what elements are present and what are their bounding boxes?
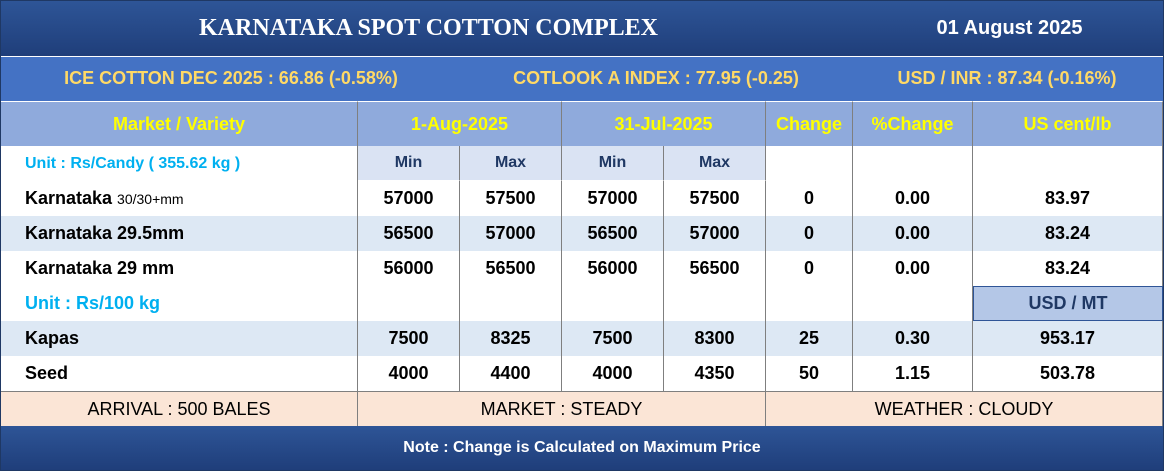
- index: USD / INR : 87.34 (-0.16%): [897, 68, 1117, 88]
- variety: Karnataka 29 mm: [1, 251, 358, 286]
- value: 7500: [562, 321, 664, 356]
- blank: [766, 146, 853, 181]
- footer-weather: WEATHER : CLOUDY: [766, 391, 1163, 426]
- blank: [664, 286, 766, 321]
- value: 56000: [358, 251, 460, 286]
- title-bar: [1, 1, 1163, 56]
- column-header: 31-Jul-2025: [562, 101, 766, 146]
- value: 25: [766, 321, 853, 356]
- grade: 30/30+mm: [117, 190, 184, 207]
- footer-market: MARKET : STEADY: [358, 391, 766, 426]
- value: 50: [766, 356, 853, 391]
- blank: [853, 286, 973, 321]
- value: 4400: [460, 356, 562, 391]
- value: 7500: [358, 321, 460, 356]
- value: 56500: [562, 216, 664, 251]
- unit-label: Unit : Rs/100 kg: [1, 286, 358, 321]
- sub-header: Min: [562, 146, 664, 181]
- blank: [766, 286, 853, 321]
- blank: [358, 286, 460, 321]
- column-header: Market / Variety: [1, 101, 358, 146]
- value: 953.17: [973, 321, 1163, 356]
- sub-header: Min: [358, 146, 460, 181]
- value: 4000: [358, 356, 460, 391]
- value: 0: [766, 251, 853, 286]
- note: Note : Change is Calculated on Maximum P…: [1, 426, 1163, 470]
- value: 56500: [460, 251, 562, 286]
- value: 0: [766, 216, 853, 251]
- value: 57000: [664, 216, 766, 251]
- value: 83.24: [973, 216, 1163, 251]
- value: 0: [766, 181, 853, 216]
- indices-bar: [1, 56, 1163, 101]
- sub-header: Max: [460, 146, 562, 181]
- blank: [562, 286, 664, 321]
- value: 83.24: [973, 251, 1163, 286]
- value: 57000: [460, 216, 562, 251]
- index: ICE COTTON DEC 2025 : 66.86 (-0.58%): [64, 68, 398, 88]
- value: 4000: [562, 356, 664, 391]
- value: 0.00: [853, 216, 973, 251]
- index: COTLOOK A INDEX : 77.95 (-0.25): [513, 68, 799, 88]
- value: 57000: [562, 181, 664, 216]
- title: KARNATAKA SPOT COTTON COMPLEX: [199, 15, 658, 41]
- variety: Karnataka 30/30+mm: [1, 181, 358, 216]
- date: 01 August 2025: [936, 17, 1083, 39]
- variety: Kapas: [1, 321, 358, 356]
- value: 56500: [664, 251, 766, 286]
- column-header: 1-Aug-2025: [358, 101, 562, 146]
- value: 57500: [664, 181, 766, 216]
- variety: Karnataka 29.5mm: [1, 216, 358, 251]
- variety: Seed: [1, 356, 358, 391]
- value: 56000: [562, 251, 664, 286]
- blank: [853, 146, 973, 181]
- column-header: Change: [766, 101, 853, 146]
- value: 56500: [358, 216, 460, 251]
- unit-label: Unit : Rs/Candy ( 355.62 kg ): [1, 146, 358, 181]
- column-header: %Change: [853, 101, 973, 146]
- value: 8325: [460, 321, 562, 356]
- value: 83.97: [973, 181, 1163, 216]
- unit-header: USD / MT: [973, 286, 1163, 321]
- column-header: US cent/lb: [973, 101, 1163, 146]
- blank: [973, 146, 1163, 181]
- footer-arrival: ARRIVAL : 500 BALES: [1, 391, 358, 426]
- value: 8300: [664, 321, 766, 356]
- value: 0.00: [853, 181, 973, 216]
- value: 503.78: [973, 356, 1163, 391]
- sub-header: Max: [664, 146, 766, 181]
- value: 4350: [664, 356, 766, 391]
- value: 1.15: [853, 356, 973, 391]
- value: 57000: [358, 181, 460, 216]
- value: 0.00: [853, 251, 973, 286]
- value: 57500: [460, 181, 562, 216]
- value: 0.30: [853, 321, 973, 356]
- blank: [460, 286, 562, 321]
